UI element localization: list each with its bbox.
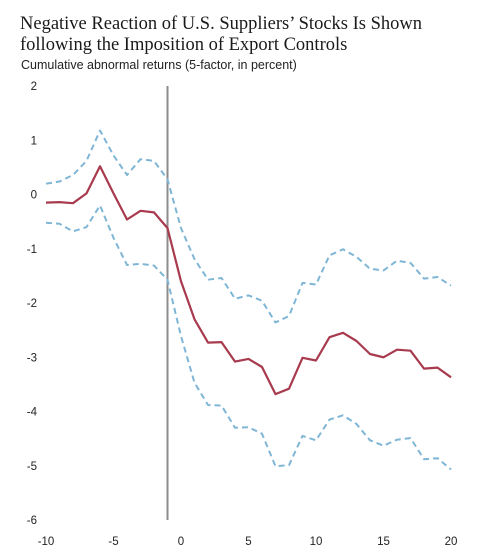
y-tick-label: 2 bbox=[31, 81, 37, 93]
chart-title: Negative Reaction of U.S. Suppliers’ Sto… bbox=[20, 14, 480, 56]
x-tick-label: 20 bbox=[445, 536, 458, 548]
x-tick-label: 0 bbox=[178, 536, 184, 548]
x-tick-label: 10 bbox=[310, 536, 323, 548]
y-tick-label: -1 bbox=[27, 244, 37, 256]
chart-title-line-2: following the Imposition of Export Contr… bbox=[20, 35, 348, 55]
y-axis-label: Cumulative abnormal returns (5-factor, i… bbox=[21, 58, 297, 72]
y-tick-label: -2 bbox=[27, 298, 37, 310]
x-tick-label: -10 bbox=[38, 536, 55, 548]
y-tick-label: 0 bbox=[31, 190, 37, 202]
estimate-line bbox=[45, 165, 452, 396]
y-tick-label: -3 bbox=[27, 352, 37, 364]
upper-confidence-band-line bbox=[45, 129, 452, 324]
y-tick-label: -6 bbox=[27, 515, 37, 527]
x-tick-label: 5 bbox=[245, 536, 251, 548]
x-tick-label: -5 bbox=[108, 536, 118, 548]
lower-confidence-band-line bbox=[45, 204, 452, 471]
x-tick-label: 15 bbox=[377, 536, 390, 548]
y-tick-label: -5 bbox=[27, 461, 37, 473]
chart-title-line-1: Negative Reaction of U.S. Suppliers’ Sto… bbox=[20, 14, 422, 34]
y-tick-label: 1 bbox=[31, 135, 37, 147]
y-tick-label: -4 bbox=[27, 407, 38, 419]
